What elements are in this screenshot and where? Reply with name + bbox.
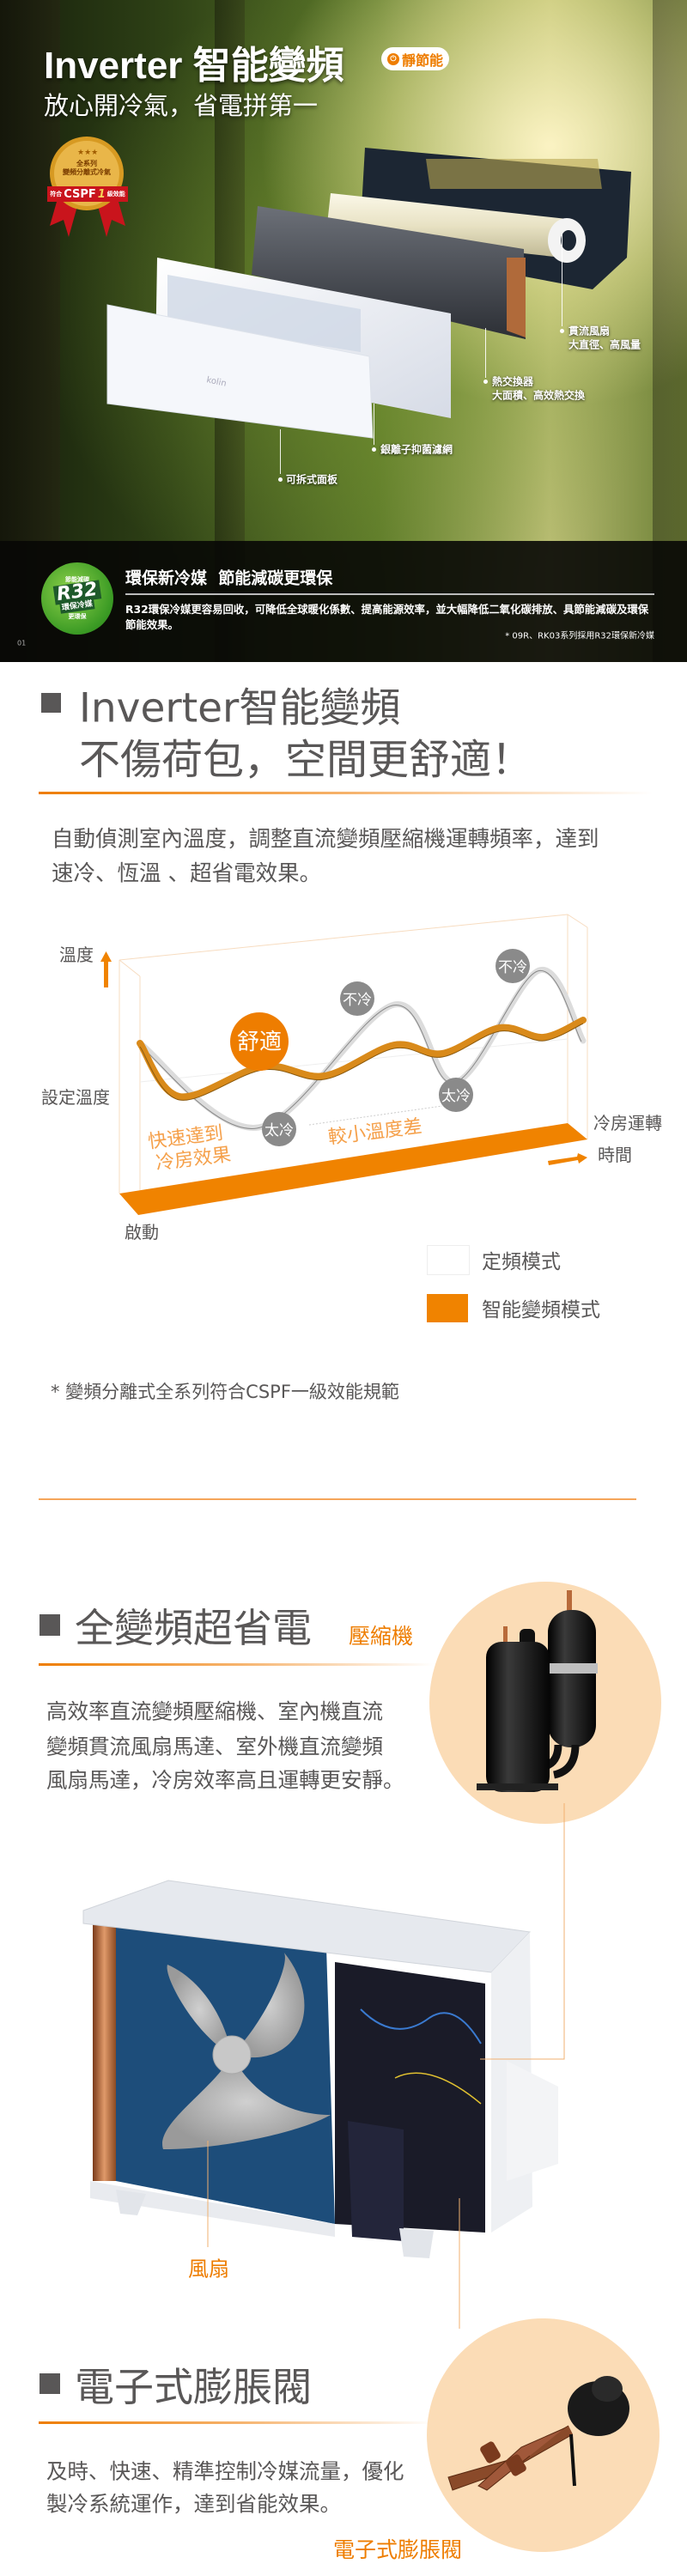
not-cold-marker: 不冷 [495,949,530,983]
cspf-footnote: * 變頻分離式全系列符合CSPF一級效能規範 [51,1382,399,1402]
callout-crossflow-fan-title: 貫流風扇 [568,325,611,337]
r32-badge: 節能減碳 R32 環保冷媒 更環保 [41,562,113,635]
hero-subtitle: 放心開冷氣，省電拼第一 [44,91,319,120]
fan-label: 風扇 [188,2257,229,2281]
legend-swatch-fixed [427,1245,470,1275]
small-difference-label: 較小溫度差 [327,1116,423,1149]
not-cold-label: 不冷 [343,992,372,1009]
medal-line2: 變頻分離式冷氣 [63,168,111,176]
bullet-icon [560,329,564,333]
inverter-heading-line1: Inverter智能變頻 [79,684,401,732]
legend-label-inverter: 智能變頻模式 [482,1299,600,1321]
bullet-icon [483,380,488,384]
valve-heading: 電子式膨脹閥 [75,2364,312,2410]
ribbon-grade: 1 [97,187,106,201]
inverter-paragraph-line2: 速冷、恆溫 、超省電效果。 [52,860,322,887]
ribbon-suffix: 級效能 [106,191,125,197]
page-number: 01 [17,639,27,647]
start-label: 啟動 [125,1222,159,1242]
expansion-valve-image [447,2376,629,2491]
indoor-unit-exploded-image: kolin [106,148,631,439]
svg-text:★★★: ★★★ [77,149,98,157]
r32-heading: 環保新冷媒 節能減碳更環保 [125,568,333,588]
compressor-paragraph-line: 變頻貫流風扇馬達、室外機直流變頻 [46,1734,383,1759]
temperature-comparison-diagram: 舒適 不冷 不冷 太冷 太冷 快速達到 冷房效果 較小溫度差 溫度 設定溫度 啟… [41,914,662,1242]
callout-silver-ion-filter: 銀離子抑菌濾網 [380,443,453,456]
section-square-icon [40,1614,60,1636]
callout-crossflow-fan-desc: 大直徑、高風量 [568,338,641,351]
divider [39,1663,434,1666]
not-cold-marker: 不冷 [340,981,374,1016]
not-cold-label: 不冷 [498,959,527,976]
time-axis-floor [119,1123,587,1215]
medal-ribbon: 符合 CSPF 1 級效能 [47,186,128,202]
leader-line [485,328,486,378]
inverter-curve-edge [139,1023,584,1101]
cspf-medal: ★★★ 全系列 變頻分離式冷氣 符合 CSPF 1 級效能 [43,136,133,243]
hero-title: Inverter 智能變頻 [44,45,344,87]
callout-removable-panel: 可拆式面板 [286,473,338,486]
fan-blades [162,1952,331,2149]
comfort-label: 舒適 [237,1030,282,1055]
set-temperature-label: 設定溫度 [41,1087,110,1108]
too-cold-marker: 太冷 [262,1112,296,1146]
badge-label: 靜節能 [401,52,443,69]
divider [39,792,653,794]
up-arrow-icon [100,951,112,987]
section-square-icon [41,693,61,713]
leader-lines [207,1803,565,2329]
comfort-marker: 舒適 [230,1012,289,1071]
section-square-icon [40,2373,60,2394]
right-arrow-icon [548,1153,587,1165]
bullet-icon [278,477,283,482]
inverter-heading-line2: 不傷荷包，空間更舒適！ [79,736,533,784]
r32-footnote: * 09R、RK03系列採用R32環保新冷媒 [505,631,654,641]
inverter-curve [137,1017,587,1101]
valve-paragraph-line: 及時、快速、精準控制冷媒流量，優化 [46,2458,404,2484]
power-icon: ⏻ [386,52,399,65]
compressor-paragraph-line: 風扇馬達，冷房效率高且運轉更安靜。 [46,1767,404,1793]
quiet-energy-badge: ⏻ 靜節能 [381,47,449,70]
inverter-paragraph-line1: 自動偵測室內溫度，調整直流變頻壓縮機運轉頻率，達到 [52,826,599,853]
divider [39,1498,636,1500]
too-cold-label: 太冷 [441,1088,471,1105]
callout-heat-exchanger-desc: 大面積、高效熱交換 [492,389,586,402]
brand-logo: kolin [205,375,227,389]
callout-heat-exchanger-title: 熱交換器 [492,375,534,388]
legend-label-fixed: 定頻模式 [482,1251,561,1273]
valve-paragraph-line: 製冷系統運作，達到省能效果。 [46,2491,341,2517]
compressor-image [477,1590,598,1792]
ribbon-prefix: 符合 [50,191,63,197]
compressor-heading: 全變頻超省電 [75,1605,312,1651]
too-cold-marker: 太冷 [439,1078,473,1112]
leader-line [280,429,281,474]
ribbon-main: CSPF [64,187,96,201]
outdoor-unit-image [82,1803,565,2329]
r32-badge-top: 節能減碳 [65,576,89,583]
divider [125,593,654,595]
fixed-frequency-curve-edge [137,970,582,1129]
r32-body: R32環保冷媒更容易回收，可降低全球暖化係數、提高能源效率，並大幅降低二氧化碳排… [125,603,649,631]
hero-banner: Inverter 智能變頻 ⏻ 靜節能 放心開冷氣，省電拼第一 ★★★ 全系列 … [0,0,687,662]
r32-badge-bottom: 更環保 [68,613,87,620]
compressor-paragraph-line: 高效率直流變頻壓縮機、室內機直流 [46,1698,383,1724]
y-axis-label: 溫度 [59,945,94,965]
too-cold-label: 太冷 [264,1122,294,1139]
compressor-tag: 壓縮機 [349,1624,414,1649]
legend-swatch-inverter [427,1294,468,1322]
r32-info-band [0,541,687,662]
valve-image-circle [427,2318,660,2552]
fixed-frequency-curve [137,967,587,1131]
cooling-label: 冷房運轉 [593,1113,662,1133]
time-axis-label: 時間 [598,1145,632,1165]
valve-label: 電子式膨脹閥 [333,2537,463,2562]
divider [39,2421,434,2424]
bullet-icon [372,447,376,452]
medal-line1: 全系列 [76,160,97,167]
